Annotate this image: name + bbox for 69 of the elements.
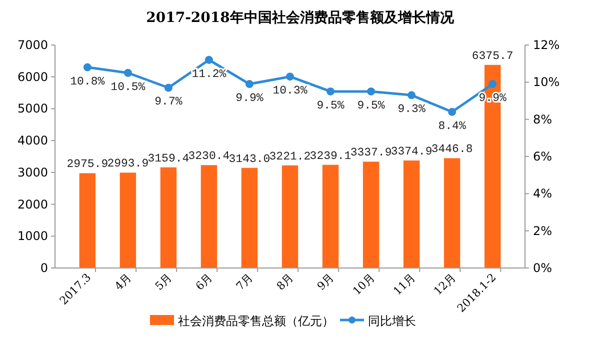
- y-tick-label: 1000: [17, 229, 48, 244]
- data-label: 3446.8: [431, 143, 473, 156]
- data-label: 9.5%: [357, 99, 385, 112]
- data-label: 11.2%: [192, 68, 226, 81]
- data-label: 3143.0: [228, 152, 270, 166]
- x-tick-label: 9月: [314, 270, 337, 293]
- point: [124, 68, 132, 77]
- y-tick-label: 2000: [17, 197, 48, 212]
- data-label: 10.3%: [272, 84, 308, 98]
- data-label: 2993.9: [107, 158, 149, 171]
- y-tick-label: 0: [40, 261, 48, 275]
- y2-tick-label: 10%: [533, 75, 560, 90]
- bar: [403, 160, 420, 268]
- x-tick-label: 8月: [274, 270, 296, 293]
- data-label: 8.4%: [438, 120, 466, 133]
- bar: [322, 164, 339, 268]
- bar: [120, 172, 136, 268]
- bar: [241, 168, 258, 268]
- y2-tick-label: 2%: [533, 224, 552, 238]
- y2-tick-label: 12%: [533, 38, 560, 52]
- y2-tick-label: 0%: [533, 261, 552, 275]
- y2-tick-label: 6%: [533, 150, 552, 164]
- point: [286, 72, 294, 81]
- x-tick-label: 7月: [234, 270, 256, 293]
- data-label: 2975.9: [66, 158, 108, 172]
- legend-label: 同比增长: [368, 314, 416, 328]
- point: [83, 63, 92, 72]
- data-label: 6375.7: [472, 50, 514, 63]
- data-label: 3230.4: [188, 150, 230, 164]
- bar: [200, 165, 218, 268]
- bar: [79, 173, 96, 268]
- data-label: 9.5%: [316, 99, 344, 112]
- data-label: 10.8%: [70, 75, 105, 88]
- y-tick-label: 3000: [17, 165, 48, 180]
- data-label: 3337.9: [350, 146, 392, 160]
- bar: [362, 162, 380, 268]
- y2-tick-label: 4%: [533, 186, 552, 201]
- chart-title: 2017-2018年中国社会消费品零售额及增长情况: [146, 9, 455, 26]
- data-label: 3239.1: [310, 150, 352, 163]
- point: [204, 56, 213, 64]
- x-tick-label: 10月: [350, 270, 378, 298]
- data-label: 3159.4: [148, 152, 190, 166]
- data-label: 3374.9: [390, 145, 432, 158]
- legend-label: 社会消费品零售总额（亿元）: [178, 314, 334, 328]
- data-label: 9.9%: [236, 92, 264, 106]
- data-label: 9.7%: [154, 96, 182, 109]
- y2-tick-label: 8%: [533, 112, 552, 126]
- point: [488, 80, 497, 88]
- data-label: 3221.2: [269, 150, 311, 164]
- point: [245, 80, 254, 88]
- bar: [282, 165, 298, 268]
- point: [367, 87, 376, 96]
- data-label: 10.5%: [110, 80, 146, 94]
- x-tick-label: 5月: [152, 270, 175, 293]
- data-label: 9.3%: [398, 103, 426, 116]
- point: [448, 108, 456, 116]
- point: [164, 84, 172, 92]
- point: [408, 91, 416, 100]
- point: [326, 87, 335, 96]
- y-tick-label: 7000: [17, 38, 48, 52]
- y-tick-label: 5000: [17, 102, 48, 116]
- bar: [160, 167, 177, 268]
- x-tick-label: 6月: [193, 270, 216, 293]
- x-tick-label: 11月: [390, 270, 418, 298]
- x-tick-label: 4月: [112, 270, 134, 293]
- x-tick-label: 12月: [431, 270, 458, 298]
- bar: [444, 158, 460, 268]
- y-tick-label: 6000: [17, 70, 48, 84]
- y-tick-label: 4000: [17, 134, 48, 148]
